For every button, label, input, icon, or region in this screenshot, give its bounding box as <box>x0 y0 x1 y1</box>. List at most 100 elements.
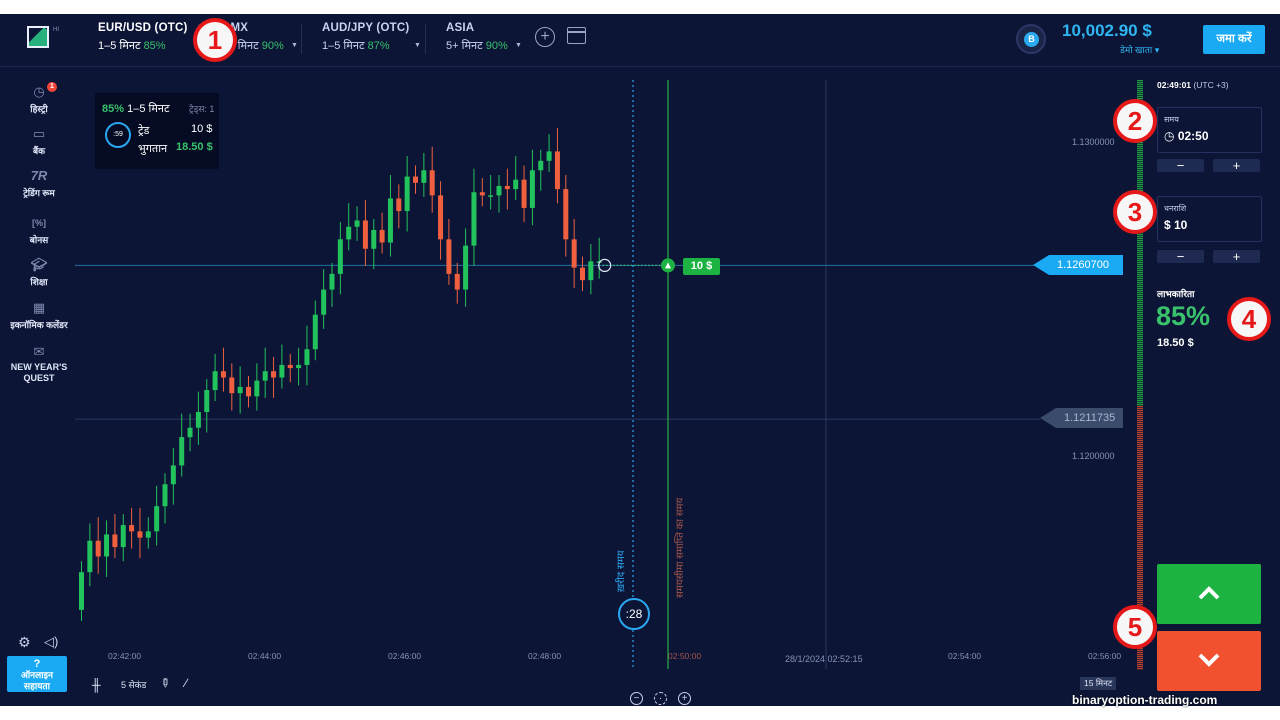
asset-tab-asia[interactable]: ASIA 5+ मिनट 90% <box>446 22 508 56</box>
sound-icon[interactable]: ◁) <box>44 634 59 649</box>
sentiment-bar-segment <box>1137 408 1143 410</box>
sentiment-bar-segment <box>1137 272 1143 274</box>
sidebar-item-history[interactable]: ◷ 1 हिस्ट्री <box>0 82 78 115</box>
sentiment-bar-segment <box>1137 240 1143 242</box>
sentiment-bar-segment <box>1137 156 1143 158</box>
candle <box>404 176 410 212</box>
sentiment-bar-segment <box>1137 322 1143 324</box>
sentiment-bar-segment <box>1137 652 1143 654</box>
sidebar-item-trading-room[interactable]: 7R ट्रेडिंग रूम <box>0 168 78 199</box>
sidebar-item-bank[interactable]: ▭ बैंक <box>0 126 78 157</box>
sentiment-bar-segment <box>1137 404 1143 406</box>
sidebar-item-bonus[interactable]: [%] बोनस <box>0 215 78 246</box>
sentiment-bar-segment <box>1137 454 1143 456</box>
sentiment-bar-segment <box>1137 382 1143 384</box>
sentiment-bar-segment <box>1137 444 1143 446</box>
annotation-marker: 2 <box>1113 99 1157 143</box>
sentiment-bar-segment <box>1137 570 1143 572</box>
candle <box>379 229 385 243</box>
sidebar-item-calendar[interactable]: ▦ इकनॉमिक कलेंडर <box>0 300 78 331</box>
sentiment-bar-segment <box>1137 540 1143 542</box>
balance: 10,002.90 $ <box>1062 21 1152 40</box>
sentiment-bar-segment <box>1137 440 1143 442</box>
call-up-button[interactable] <box>1157 564 1261 624</box>
candle <box>563 189 569 240</box>
chevron-down-icon[interactable]: ▼ <box>414 42 421 49</box>
candle-interval[interactable]: 5 सेकंड <box>121 680 147 690</box>
deposit-button[interactable]: जमा करें <box>1203 25 1265 54</box>
timeframe-button[interactable]: 15 मिनट <box>1080 677 1117 690</box>
sentiment-bar-segment <box>1137 488 1143 490</box>
sentiment-bar-segment <box>1137 236 1143 238</box>
purchase-time-label: ख़रीद समय <box>616 550 627 593</box>
candle <box>538 160 544 171</box>
put-down-button[interactable] <box>1157 631 1261 691</box>
sentiment-bar-segment <box>1137 378 1143 380</box>
sentiment-bar-segment <box>1137 558 1143 560</box>
amount-plus-button[interactable]: + <box>1213 250 1260 263</box>
candles-icon[interactable]: ╫ <box>92 678 101 692</box>
asset-tab-audjpy[interactable]: AUD/JPY (OTC) 1–5 मिनट 87% <box>322 22 409 56</box>
sentiment-bar-segment <box>1137 264 1143 266</box>
indicator-icon[interactable]: ∕ <box>185 676 188 690</box>
sentiment-bar-segment <box>1137 592 1143 594</box>
trading-room-icon: 7R <box>30 168 48 183</box>
candle <box>329 273 335 290</box>
gear-icon[interactable]: ⚙︎ <box>18 634 31 650</box>
online-help-button[interactable]: ? ऑनलाइन सहायता <box>7 656 67 692</box>
account-type[interactable]: डेमो खाता ▾ <box>1120 45 1160 55</box>
recenter-icon[interactable]: · <box>654 692 667 705</box>
sentiment-bar-segment <box>1137 468 1143 470</box>
layout-icon[interactable] <box>567 27 586 44</box>
sentiment-bar-segment <box>1137 332 1143 334</box>
sentiment-bar-segment <box>1137 500 1143 502</box>
sentiment-bar-segment <box>1137 188 1143 190</box>
wallet-icon: ▭ <box>32 126 46 141</box>
zoom-in-icon[interactable]: + <box>678 692 691 705</box>
sentiment-bar-segment <box>1137 656 1143 658</box>
sentiment-bar-segment <box>1137 508 1143 510</box>
sentiment-bar-segment <box>1137 186 1143 188</box>
candle <box>229 377 235 394</box>
candle <box>454 273 460 290</box>
sentiment-bar-segment <box>1137 318 1143 320</box>
candle <box>571 239 577 268</box>
sentiment-bar-segment <box>1137 438 1143 440</box>
sentiment-bar-segment <box>1137 314 1143 316</box>
candle <box>129 525 135 532</box>
sentiment-bar-segment <box>1137 238 1143 240</box>
sentiment-bar-segment <box>1137 554 1143 556</box>
sentiment-bar-segment <box>1137 334 1143 336</box>
chevron-down-icon[interactable]: ▼ <box>291 42 298 49</box>
zoom-out-icon[interactable]: − <box>630 692 643 705</box>
sentiment-bar-segment <box>1137 586 1143 588</box>
sentiment-bar-segment <box>1137 516 1143 518</box>
time-plus-button[interactable]: + <box>1213 159 1260 172</box>
sentiment-bar-segment <box>1137 504 1143 506</box>
sentiment-bar-segment <box>1137 386 1143 388</box>
amount-minus-button[interactable]: − <box>1157 250 1204 263</box>
amount-field[interactable]: धनराशि $ 10 <box>1157 196 1262 242</box>
sentiment-bar-segment <box>1137 480 1143 482</box>
y-tick: 1.1200000 <box>1072 451 1115 461</box>
sidebar-item-quest[interactable]: ✉︎ NEW YEAR'S QUEST <box>0 344 78 384</box>
add-asset-icon[interactable]: + <box>535 27 555 47</box>
sentiment-bar-segment <box>1137 152 1143 154</box>
candle <box>521 179 527 208</box>
candle <box>120 525 126 548</box>
sidebar-item-education[interactable]: 🎓︎ शिक्षा <box>0 257 78 288</box>
sentiment-bar-segment <box>1137 414 1143 416</box>
time-field[interactable]: समय ◷ 02:50 <box>1157 107 1262 153</box>
logo[interactable] <box>27 26 49 48</box>
account-badge[interactable]: B <box>1016 24 1046 54</box>
time-minus-button[interactable]: − <box>1157 159 1204 172</box>
candle <box>413 176 418 183</box>
sentiment-bar-segment <box>1137 402 1143 404</box>
sentiment-bar-segment <box>1137 92 1143 94</box>
trading-app: HI EUR/USD (OTC) 1–5 मिनट 85% ▼ CMX 5+ म… <box>0 14 1280 706</box>
chevron-down-icon[interactable]: ▼ <box>515 42 522 49</box>
sentiment-bar-segment <box>1137 372 1143 374</box>
account-badge-letter: B <box>1024 32 1039 47</box>
sentiment-bar-segment <box>1137 320 1143 322</box>
candle <box>162 484 168 507</box>
